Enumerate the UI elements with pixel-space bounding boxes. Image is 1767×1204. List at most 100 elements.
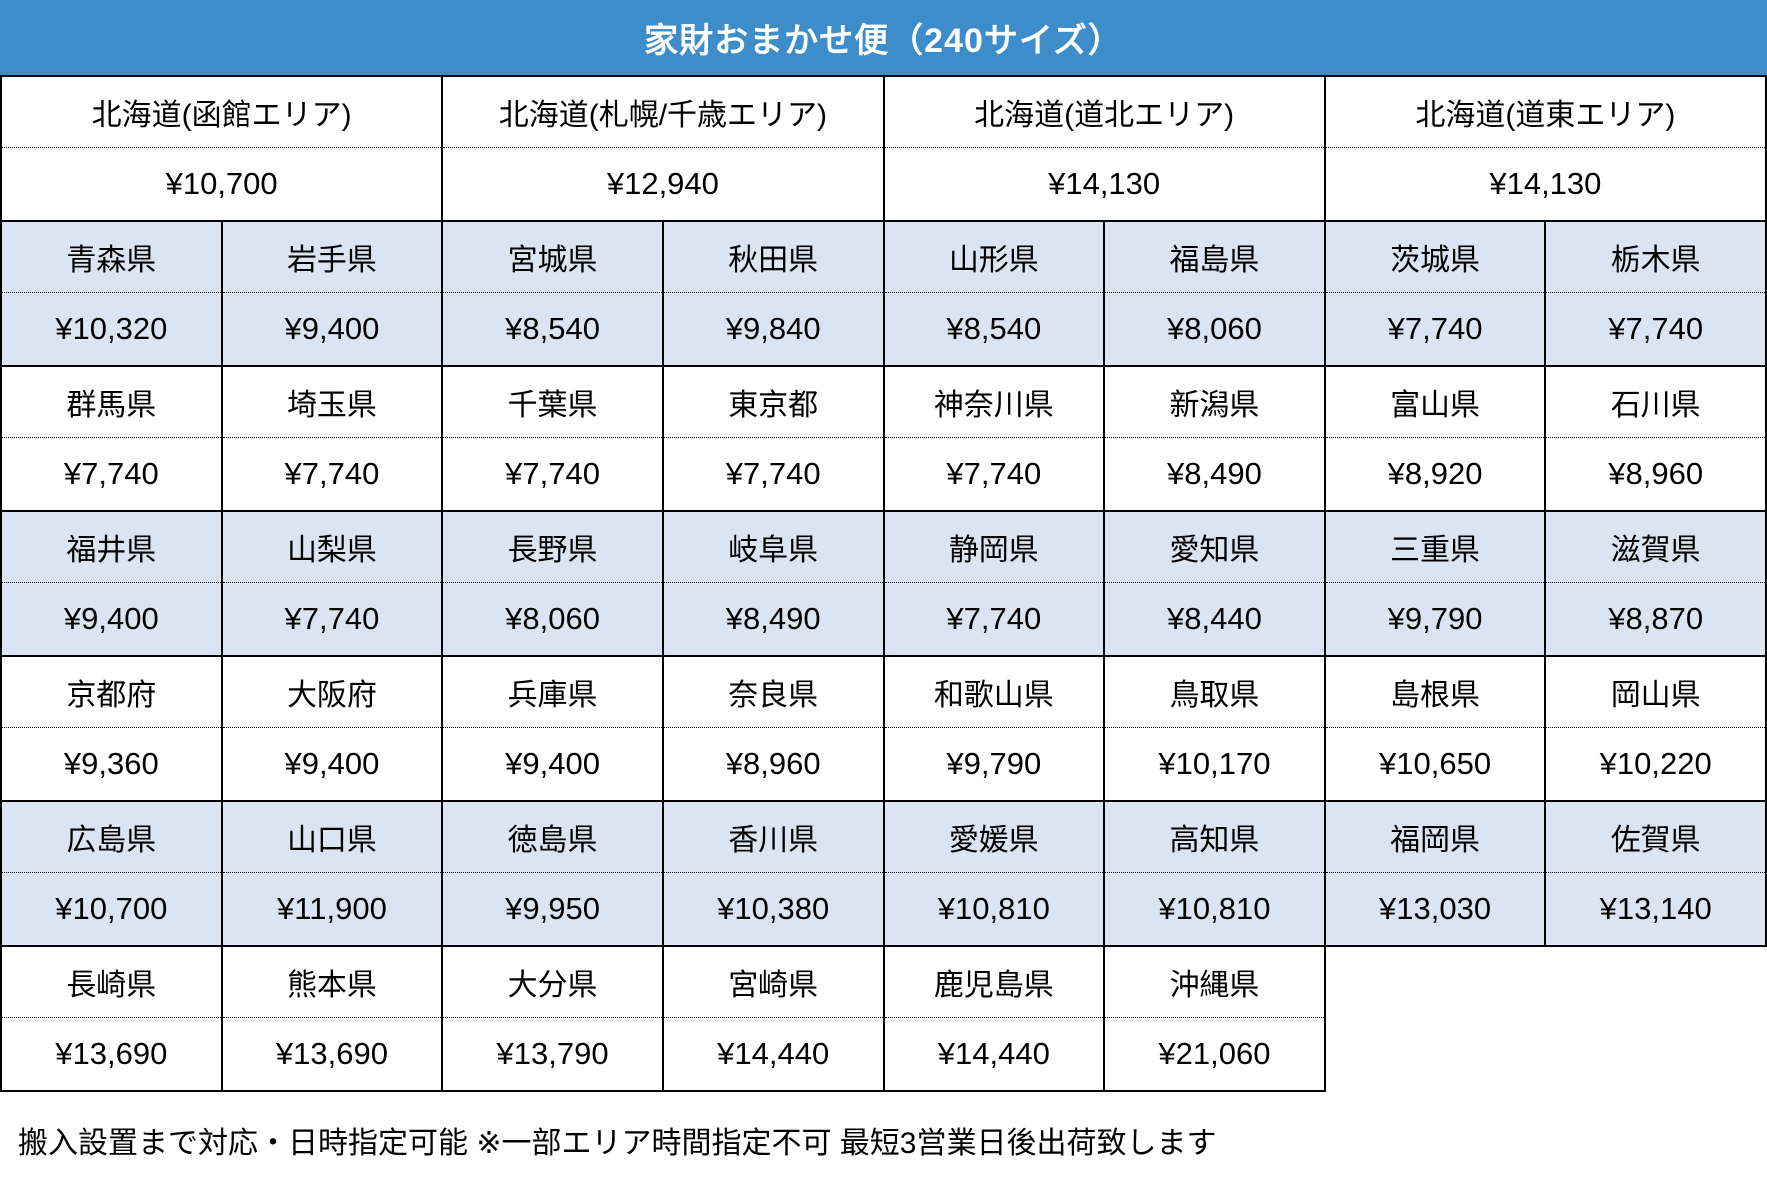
prefecture-cell: 三重県 ¥9,790 bbox=[1325, 512, 1547, 657]
price-value: ¥10,170 bbox=[1158, 746, 1271, 781]
prefecture-cell: 石川県 ¥8,960 bbox=[1546, 367, 1767, 512]
prefecture-cell: 愛媛県 ¥10,810 bbox=[884, 802, 1106, 947]
prefecture-cell: 京都府 ¥9,360 bbox=[2, 657, 223, 802]
prefecture-cell: 滋賀県 ¥8,870 bbox=[1546, 512, 1767, 657]
prefecture-name: 愛媛県 bbox=[884, 802, 1104, 873]
prefecture-cell: 宮崎県 ¥14,440 bbox=[663, 947, 885, 1092]
prefecture-name: 栃木県 bbox=[1546, 222, 1765, 293]
prefecture-name: 滋賀県 bbox=[1546, 512, 1765, 583]
price-value: ¥14,440 bbox=[937, 1036, 1050, 1071]
price-value: ¥7,740 bbox=[284, 456, 380, 491]
prefecture-cell: 大分県 ¥13,790 bbox=[443, 947, 664, 1092]
shipping-price-page: 家財おまかせ便（240サイズ） 北海道(函館エリア) ¥10,700 北海道(札幌/… bbox=[0, 0, 1767, 1160]
prefecture-name: 長崎県 bbox=[2, 947, 221, 1018]
price-value: ¥14,440 bbox=[717, 1036, 830, 1071]
price-value: ¥7,740 bbox=[284, 601, 380, 636]
prefecture-name: 千葉県 bbox=[443, 367, 662, 438]
prefecture-name: 福岡県 bbox=[1325, 802, 1545, 873]
prefecture-cell: 宮城県 ¥8,540 bbox=[443, 222, 664, 367]
price-value: ¥13,690 bbox=[55, 1036, 168, 1071]
prefecture-cell: 茨城県 ¥7,740 bbox=[1325, 222, 1547, 367]
price-value: ¥8,960 bbox=[1608, 456, 1704, 491]
price-value: ¥13,790 bbox=[496, 1036, 609, 1071]
prefecture-cell: 鹿児島県 ¥14,440 bbox=[884, 947, 1106, 1092]
prefecture-cell: 山口県 ¥11,900 bbox=[222, 802, 444, 947]
prefecture-cell: 香川県 ¥10,380 bbox=[663, 802, 885, 947]
prefecture-cell: 青森県 ¥10,320 bbox=[2, 222, 223, 367]
prefecture-name: 富山県 bbox=[1325, 367, 1545, 438]
price-value: ¥8,920 bbox=[1387, 456, 1483, 491]
prefecture-cell: 埼玉県 ¥7,740 bbox=[222, 367, 444, 512]
prefecture-name: 静岡県 bbox=[884, 512, 1104, 583]
price-value: ¥9,400 bbox=[63, 601, 159, 636]
empty-cell bbox=[1325, 947, 1547, 1092]
prefecture-name: 福井県 bbox=[2, 512, 221, 583]
prefecture-name: 宮崎県 bbox=[663, 947, 883, 1018]
price-value: ¥14,130 bbox=[1489, 166, 1602, 201]
prefecture-name: 茨城県 bbox=[1325, 222, 1545, 293]
prefecture-cell: 東京都 ¥7,740 bbox=[663, 367, 885, 512]
prefecture-name: 島根県 bbox=[1325, 657, 1545, 728]
prefecture-name: 長野県 bbox=[443, 512, 662, 583]
prefecture-name: 新潟県 bbox=[1105, 367, 1324, 438]
prefecture-name: 佐賀県 bbox=[1546, 802, 1765, 873]
price-value: ¥8,490 bbox=[1167, 456, 1262, 491]
price-value: ¥7,740 bbox=[946, 601, 1042, 636]
price-value: ¥21,060 bbox=[1158, 1036, 1271, 1071]
prefecture-cell: 兵庫県 ¥9,400 bbox=[443, 657, 664, 802]
prefecture-cell: 富山県 ¥8,920 bbox=[1325, 367, 1547, 512]
prefecture-cell: 山梨県 ¥7,740 bbox=[222, 512, 444, 657]
price-value: ¥7,740 bbox=[505, 456, 600, 491]
prefecture-cell: 福井県 ¥9,400 bbox=[2, 512, 223, 657]
prefecture-name: 高知県 bbox=[1105, 802, 1324, 873]
price-value: ¥10,810 bbox=[937, 891, 1050, 926]
price-value: ¥13,140 bbox=[1599, 891, 1712, 926]
prefecture-name: 山形県 bbox=[884, 222, 1104, 293]
area-name: 北海道(道東エリア) bbox=[1325, 77, 1765, 148]
price-value: ¥12,940 bbox=[606, 166, 719, 201]
price-value: ¥9,840 bbox=[725, 311, 821, 346]
prefecture-cell: 静岡県 ¥7,740 bbox=[884, 512, 1106, 657]
prefecture-name: 徳島県 bbox=[443, 802, 662, 873]
prefecture-cell: 群馬県 ¥7,740 bbox=[2, 367, 223, 512]
prefecture-cell: 岡山県 ¥10,220 bbox=[1546, 657, 1767, 802]
price-value: ¥9,790 bbox=[946, 746, 1042, 781]
price-value: ¥11,900 bbox=[277, 891, 387, 926]
price-value: ¥7,740 bbox=[63, 456, 159, 491]
price-value: ¥7,740 bbox=[725, 456, 821, 491]
price-value: ¥13,690 bbox=[275, 1036, 388, 1071]
prefecture-name: 青森県 bbox=[2, 222, 221, 293]
hokkaido-area-cell: 北海道(札幌/千歳エリア) ¥12,940 bbox=[443, 77, 885, 222]
prefecture-name: 岩手県 bbox=[222, 222, 442, 293]
price-value: ¥9,400 bbox=[505, 746, 600, 781]
price-value: ¥10,220 bbox=[1599, 746, 1712, 781]
area-name: 北海道(函館エリア) bbox=[2, 77, 442, 148]
page-header: 家財おまかせ便（240サイズ） bbox=[0, 0, 1767, 75]
prefecture-cell: 佐賀県 ¥13,140 bbox=[1546, 802, 1767, 947]
hokkaido-area-cell: 北海道(道東エリア) ¥14,130 bbox=[1325, 77, 1767, 222]
prefecture-name: 宮城県 bbox=[443, 222, 662, 293]
price-value: ¥7,740 bbox=[946, 456, 1042, 491]
prefecture-name: 神奈川県 bbox=[884, 367, 1104, 438]
prefecture-name: 奈良県 bbox=[663, 657, 883, 728]
footer-note: 搬入設置まで対応・日時指定可能 ※一部エリア時間指定不可 最短3営業日後出荷致し… bbox=[18, 1127, 1217, 1160]
prefecture-name: 岡山県 bbox=[1546, 657, 1765, 728]
hokkaido-area-cell: 北海道(函館エリア) ¥10,700 bbox=[2, 77, 444, 222]
prefecture-cell: 沖縄県 ¥21,060 bbox=[1105, 947, 1326, 1092]
prefecture-cell: 秋田県 ¥9,840 bbox=[663, 222, 885, 367]
prefecture-cell: 山形県 ¥8,540 bbox=[884, 222, 1106, 367]
prefecture-name: 香川県 bbox=[663, 802, 883, 873]
price-value: ¥9,360 bbox=[63, 746, 159, 781]
hokkaido-area-cell: 北海道(道北エリア) ¥14,130 bbox=[884, 77, 1326, 222]
price-value: ¥13,030 bbox=[1379, 891, 1492, 926]
prefecture-cell: 島根県 ¥10,650 bbox=[1325, 657, 1547, 802]
price-value: ¥10,700 bbox=[165, 166, 278, 201]
prefecture-name: 山口県 bbox=[222, 802, 442, 873]
prefecture-cell: 神奈川県 ¥7,740 bbox=[884, 367, 1106, 512]
prefecture-name: 鹿児島県 bbox=[884, 947, 1104, 1018]
prefecture-cell: 高知県 ¥10,810 bbox=[1105, 802, 1326, 947]
prefecture-cell: 和歌山県 ¥9,790 bbox=[884, 657, 1106, 802]
prefecture-cell: 岐阜県 ¥8,490 bbox=[663, 512, 885, 657]
price-value: ¥8,960 bbox=[725, 746, 821, 781]
price-value: ¥9,400 bbox=[284, 746, 380, 781]
